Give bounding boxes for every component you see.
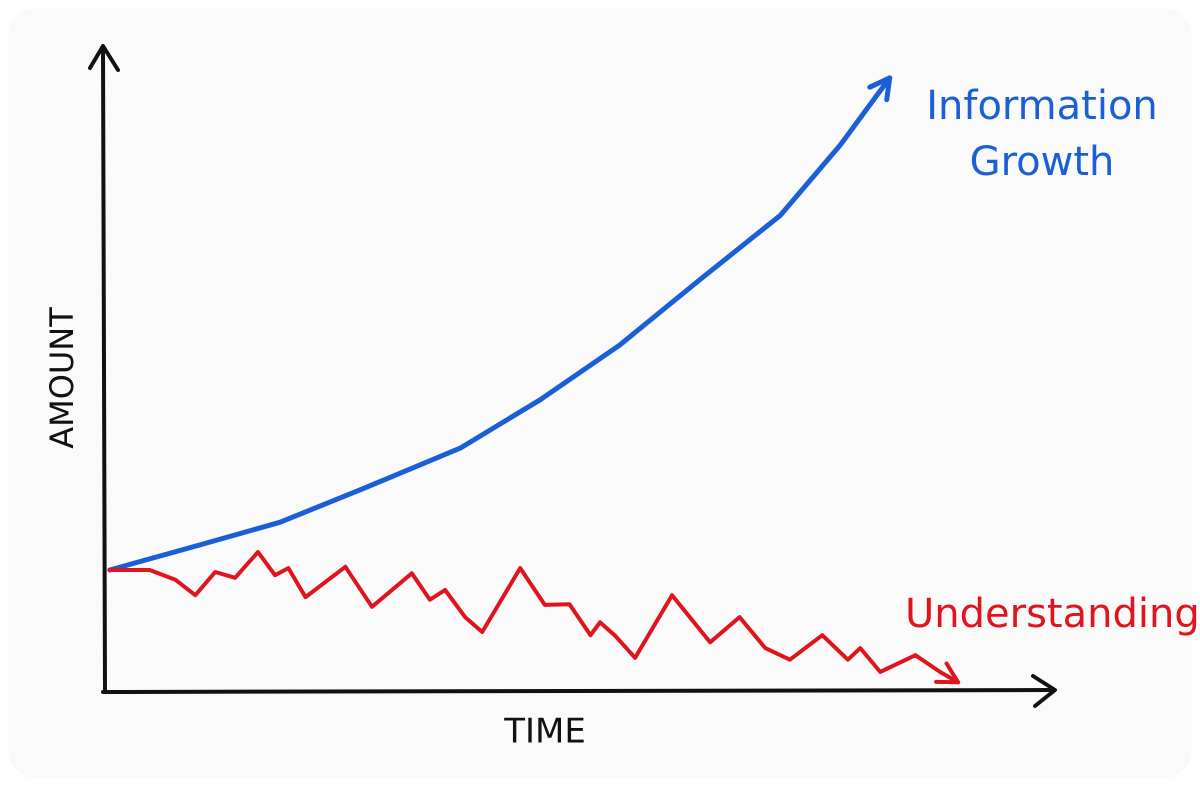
x-axis-arrow	[1031, 674, 1057, 708]
line-arrowhead	[867, 75, 893, 103]
y-axis-label: AMOUNT	[43, 307, 81, 449]
y-axis	[101, 46, 107, 694]
legend-label: Understanding	[905, 591, 1200, 637]
x-axis-label: TIME	[503, 712, 586, 752]
line-arrowhead	[934, 661, 961, 685]
y-axis-arrow	[88, 44, 120, 72]
series-line	[107, 75, 893, 573]
chart-card	[8, 8, 1192, 778]
series-line	[107, 550, 961, 685]
x-axis	[101, 688, 1055, 694]
legend-label: Information Growth	[926, 83, 1158, 185]
